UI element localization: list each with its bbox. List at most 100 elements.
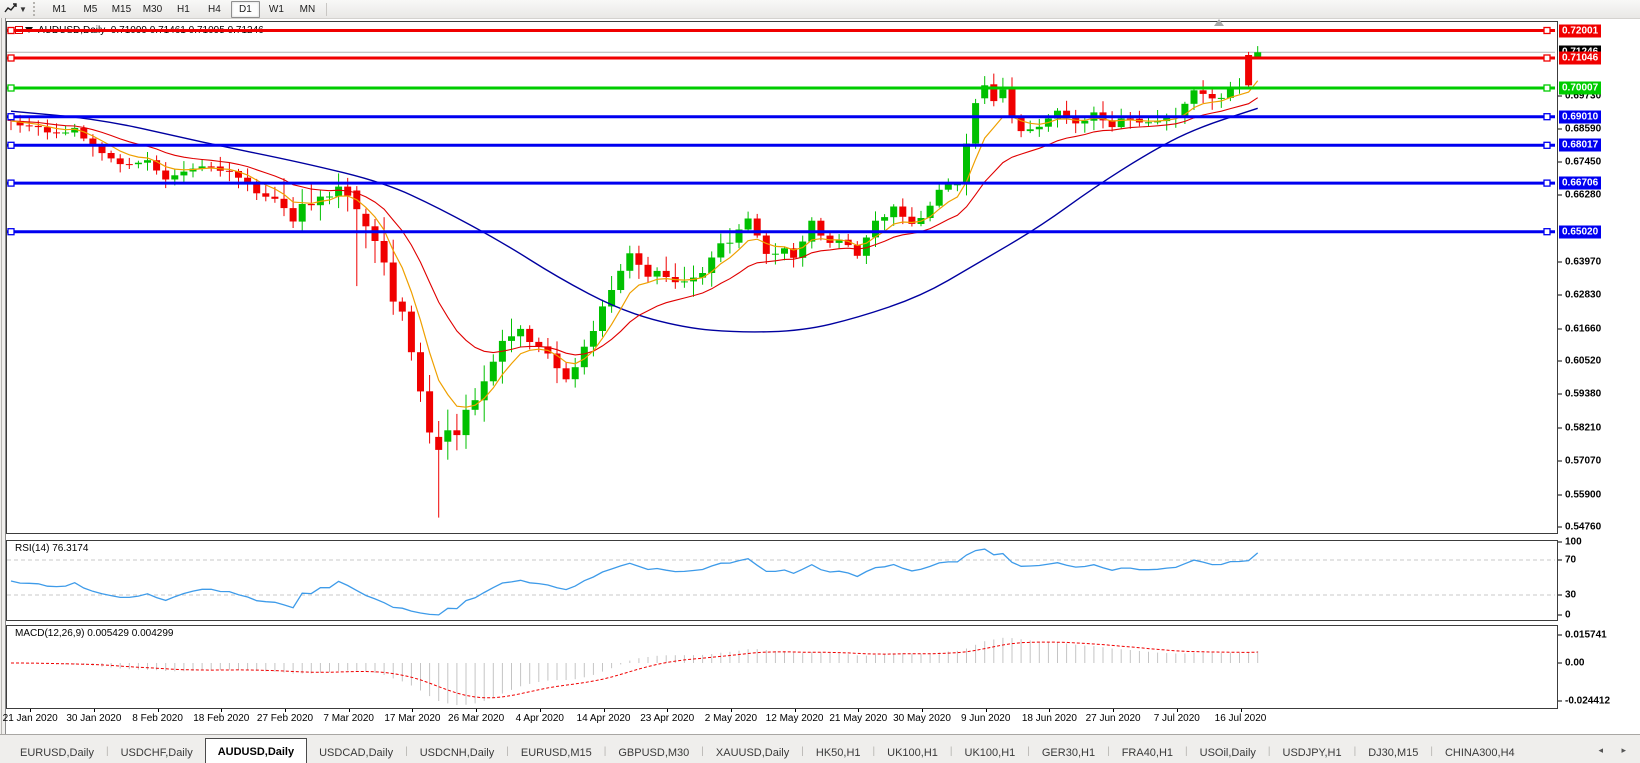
date-axis-tick bbox=[348, 709, 350, 712]
price-axis[interactable]: 0.69730 0.68590 0.67450 0.66280 0.63970 0.628… bbox=[1558, 0, 1640, 763]
date-axis-tick bbox=[221, 709, 223, 712]
chart-tab-fra40-h1[interactable]: FRA40,H1 bbox=[1121, 747, 1174, 759]
date-axis-tick bbox=[157, 709, 159, 712]
date-axis-tick bbox=[667, 709, 669, 712]
timeframe-button-m1[interactable]: M1 bbox=[52, 3, 67, 15]
chart-tab-eurusd-m15[interactable]: EURUSD,M15 bbox=[520, 747, 592, 759]
chart-tab-hk50-h1[interactable]: HK50,H1 bbox=[815, 747, 861, 759]
date-label: 18 Feb 2020 bbox=[193, 713, 250, 724]
ma-medium-line bbox=[10, 97, 1259, 356]
timeframe-toolbar: ▼ M1 M5 M15 M30 H1 H4 D1 W1 MN bbox=[0, 0, 1640, 19]
date-label: 9 Jun 2020 bbox=[960, 713, 1011, 724]
price-axis-tick: 0.55900 bbox=[1558, 489, 1601, 500]
timeframe-button-h4[interactable]: H4 bbox=[208, 3, 221, 15]
rsi-canvas[interactable] bbox=[7, 541, 1557, 620]
price-axis-tick: 0.62830 bbox=[1558, 289, 1601, 300]
price-axis-tick: 0.68590 bbox=[1558, 123, 1601, 134]
chart-tab-usdjpy-h1[interactable]: USDJPY,H1 bbox=[1282, 747, 1342, 759]
price-label-0.69010: 0.69010 bbox=[1559, 110, 1602, 124]
tab-separator: | bbox=[1353, 745, 1357, 757]
tab-separator: | bbox=[506, 745, 509, 757]
date-axis-tick bbox=[476, 709, 478, 712]
chart-tab-ger30-h1[interactable]: GER30,H1 bbox=[1041, 747, 1096, 759]
price-axis-tick: 0.67450 bbox=[1558, 156, 1601, 167]
price-axis-tick: 0.54760 bbox=[1558, 522, 1601, 533]
window-left-edge bbox=[0, 18, 6, 734]
chevron-down-icon[interactable]: ▼ bbox=[19, 4, 27, 14]
chart-tab-usdchf-daily[interactable]: USDCHF,Daily bbox=[120, 747, 193, 759]
timeframe-button-m30[interactable]: M30 bbox=[142, 3, 163, 15]
price-label-0.70007: 0.70007 bbox=[1559, 81, 1602, 95]
macd-label: MACD(12,26,9) 0.005429 0.004299 bbox=[15, 628, 174, 639]
tab-separator: | bbox=[701, 745, 704, 757]
rsi-panel[interactable]: RSI(14) 76.3174 bbox=[6, 540, 1558, 621]
price-axis-tick: 0.015741 bbox=[1558, 629, 1607, 640]
chart-shift-marker-icon[interactable] bbox=[1214, 19, 1224, 26]
tab-scroll-arrows[interactable]: ◂ ▸ bbox=[1598, 745, 1634, 755]
date-label: 30 Jan 2020 bbox=[66, 713, 122, 724]
chart-tab-uk100-h1[interactable]: UK100,H1 bbox=[887, 747, 938, 759]
date-label: 26 Mar 2020 bbox=[448, 713, 505, 724]
chart-tab-dj30-m15[interactable]: DJ30,M15 bbox=[1368, 747, 1419, 759]
macd-canvas[interactable] bbox=[7, 626, 1557, 708]
price-axis-tick: 0.63970 bbox=[1558, 256, 1601, 267]
tab-separator: | bbox=[405, 745, 408, 757]
price-axis-tick: 0.60520 bbox=[1558, 356, 1601, 367]
tab-separator: | bbox=[1185, 745, 1188, 757]
macd-panel[interactable]: MACD(12,26,9) 0.005429 0.004299 bbox=[6, 625, 1558, 709]
date-label: 2 May 2020 bbox=[704, 713, 758, 724]
price-axis-tick: 30 bbox=[1558, 590, 1576, 601]
tab-separator: | bbox=[105, 745, 109, 757]
price-axis-tick: 0 bbox=[1558, 610, 1571, 621]
toolbar-separator bbox=[325, 2, 327, 16]
chart-tab-xauusd-daily[interactable]: XAUUSD,Daily bbox=[715, 747, 790, 759]
date-axis-tick bbox=[922, 709, 923, 712]
date-axis-tick bbox=[93, 709, 95, 712]
date-axis-tick bbox=[412, 709, 414, 712]
date-axis-tick bbox=[858, 709, 860, 712]
date-axis[interactable]: 21 Jan 2020 30 Jan 2020 8 Feb 2020 18 Feb 2… bbox=[0, 709, 1558, 725]
date-axis-tick bbox=[1240, 709, 1242, 712]
rsi-line bbox=[10, 548, 1259, 616]
price-axis-tick: 0.00 bbox=[1558, 658, 1584, 669]
timeframe-button-m15[interactable]: M15 bbox=[111, 3, 132, 15]
date-label: 27 Feb 2020 bbox=[256, 713, 314, 724]
chart-tab-audusd-daily[interactable]: AUDUSD,Daily bbox=[204, 738, 308, 763]
chart-tab-gbpusd-m30[interactable]: GBPUSD,M30 bbox=[618, 747, 690, 759]
date-label: 30 May 2020 bbox=[893, 713, 951, 724]
main-chart-panel[interactable]: AUDUSD,Daily 0.71099 0.71461 0.71095 0.7… bbox=[6, 21, 1558, 534]
tab-separator: | bbox=[801, 745, 804, 757]
date-label: 17 Mar 2020 bbox=[384, 713, 441, 724]
timeframe-button-d1[interactable]: D1 bbox=[230, 0, 260, 18]
chart-tab-china300-h4[interactable]: CHINA300,H4 bbox=[1444, 747, 1515, 759]
date-label: 4 Apr 2020 bbox=[515, 713, 564, 724]
macd-histogram bbox=[19, 637, 1259, 706]
date-axis-tick bbox=[285, 709, 286, 712]
timeframe-button-h1[interactable]: H1 bbox=[177, 3, 190, 15]
toolbar-grip-handle[interactable] bbox=[32, 2, 40, 16]
chart-tab-usdcnh-daily[interactable]: USDCNH,Daily bbox=[419, 747, 495, 759]
rsi-label: RSI(14) 76.3174 bbox=[15, 543, 89, 554]
timeframe-button-w1[interactable]: W1 bbox=[268, 3, 284, 15]
date-axis-tick bbox=[794, 709, 796, 712]
date-axis-tick bbox=[1113, 709, 1115, 712]
chart-tab-eurusd-daily[interactable]: EURUSD,Daily bbox=[20, 747, 94, 759]
price-axis-tick: 0.69730 bbox=[1558, 90, 1601, 101]
chart-cursor-icon[interactable] bbox=[3, 2, 19, 16]
chart-tab-usdcad-daily[interactable]: USDCAD,Daily bbox=[319, 747, 394, 759]
date-axis-tick bbox=[730, 709, 732, 712]
price-label-0.68017: 0.68017 bbox=[1559, 138, 1602, 152]
macd-signal-line bbox=[11, 641, 1258, 699]
timeframe-button-m5[interactable]: M5 bbox=[83, 3, 98, 15]
price-chart-canvas[interactable] bbox=[7, 22, 1557, 533]
tab-separator: | bbox=[949, 745, 953, 757]
chart-tab-usoil-daily[interactable]: USOil,Daily bbox=[1199, 747, 1256, 759]
date-label: 12 May 2020 bbox=[765, 713, 824, 724]
tab-separator: | bbox=[872, 745, 876, 757]
date-label: 7 Jul 2020 bbox=[1153, 713, 1200, 724]
timeframe-button-mn[interactable]: MN bbox=[299, 3, 316, 15]
price-label-0.72001: 0.72001 bbox=[1559, 24, 1602, 37]
chart-tab-uk100-h1[interactable]: UK100,H1 bbox=[964, 747, 1016, 759]
ma-fast-line bbox=[10, 80, 1259, 408]
